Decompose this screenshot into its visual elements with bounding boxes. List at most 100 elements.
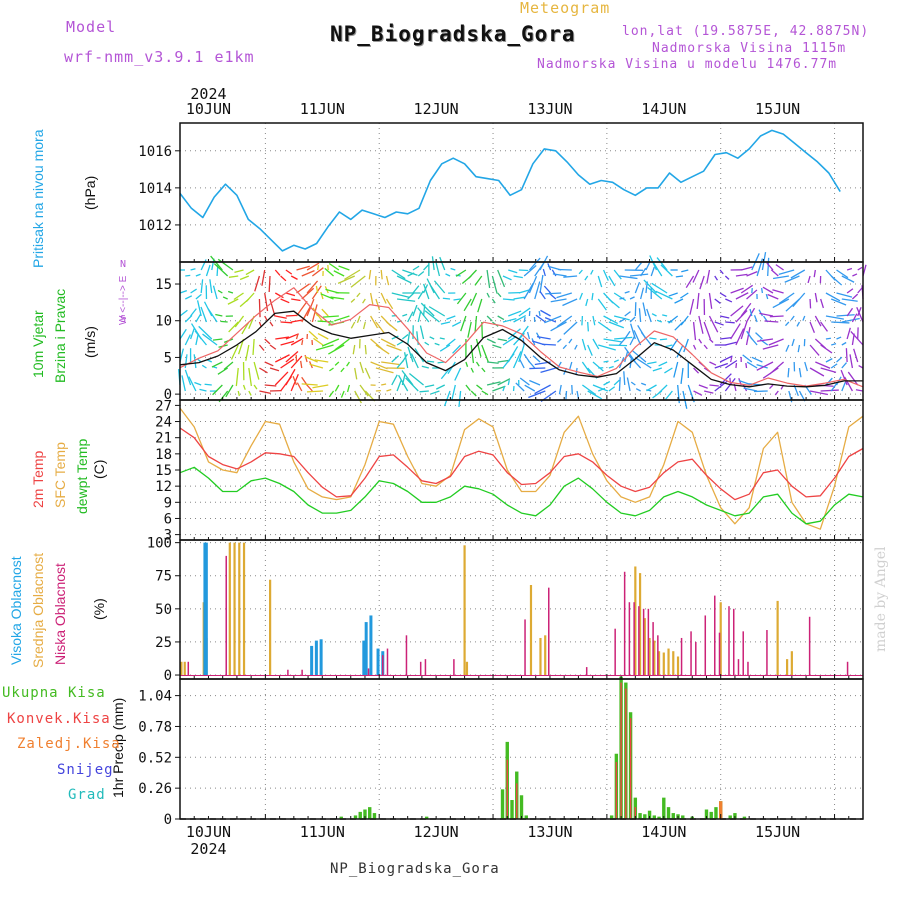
x-tick-label: 12JUN (414, 823, 459, 841)
cloud-low-bar (633, 602, 635, 676)
wind-arrow (445, 338, 456, 347)
wind-arrow (719, 315, 730, 319)
wind-arrow (205, 264, 211, 277)
wind-unit: (m/s) (82, 326, 98, 358)
cloud-high-bar (376, 648, 380, 676)
wind-arrow (693, 390, 703, 396)
wind-arrow (275, 354, 290, 363)
wind-arrow (211, 361, 223, 368)
wind-arrow (359, 384, 369, 397)
wind-arrow (316, 314, 324, 323)
wind-arrow (455, 269, 467, 277)
wind-arrow (443, 390, 451, 407)
wind-arrow (385, 298, 394, 310)
wind-arrow (846, 267, 853, 271)
wind-arrow (619, 317, 627, 323)
y-tick-label: 0.26 (138, 781, 172, 797)
wind-arrow (624, 330, 631, 340)
wind-arrow (746, 330, 753, 340)
precip-total-bar (662, 797, 666, 819)
wind-arrow (591, 292, 594, 301)
wind-arrow (725, 321, 735, 324)
wind-arrow (579, 292, 583, 300)
cloud-low-bar (367, 668, 370, 676)
cloud-mid-bar (790, 651, 793, 676)
precip-frz-bar (719, 801, 723, 819)
x-tick-label: 11JUN (300, 100, 345, 118)
y-tick-label: 0.78 (138, 719, 172, 735)
wind-arrow (804, 361, 808, 372)
dewpt-temp-line (179, 466, 864, 525)
wind-arrow (350, 275, 366, 288)
wind-arrow (396, 340, 404, 346)
wind-arrow (608, 298, 620, 309)
wind-arrow (529, 379, 541, 386)
wind-arrow (275, 336, 290, 340)
wind-arrow (412, 285, 420, 294)
wind-arrow (729, 377, 732, 386)
wind-arrow (550, 298, 567, 303)
wind-arrow (334, 315, 350, 322)
wind-arrow (756, 363, 768, 369)
wind-arrow (534, 384, 551, 395)
wind-arrow (264, 361, 274, 367)
wind-arrow (740, 284, 754, 294)
wind-arrow (662, 314, 668, 317)
wind-arrow (751, 356, 763, 363)
wind-arrow (407, 292, 415, 300)
wind-arrow (578, 269, 583, 275)
cloud-mid-bar (463, 545, 466, 676)
wind-arrow (305, 383, 313, 392)
wind-arrow (450, 267, 456, 271)
cloud-low-bar (623, 571, 626, 676)
y-tick-label: 3 (164, 528, 172, 544)
pressure-line (179, 129, 841, 252)
wind-arrow (539, 255, 549, 271)
cloud-label-high: Visoka Oblacnost (8, 556, 24, 665)
wind-arrow (853, 348, 859, 363)
wind-arrow (225, 384, 234, 398)
wind-arrow (825, 315, 844, 320)
wind-arrow (405, 377, 419, 392)
wind-arrow (519, 377, 530, 386)
wind-arrow (456, 292, 467, 305)
wind-arrow (507, 379, 510, 386)
wind-arrow (497, 378, 511, 386)
wind-arrow (285, 368, 296, 386)
wind-arrow (815, 361, 831, 369)
wind-arrow (630, 323, 636, 340)
cloud-mid-bar (719, 602, 722, 676)
cloud-mid-bar (653, 640, 656, 676)
wind-arrow (431, 256, 435, 271)
wind-arrow (526, 331, 531, 340)
wind-arrow (772, 275, 789, 280)
y-tick-label: 1014 (138, 181, 172, 197)
legend-snow: Snijeg (57, 762, 114, 778)
y-tick-label: 0 (164, 387, 172, 403)
wind-arrow (338, 265, 350, 271)
wind-arrow (228, 321, 239, 333)
wind-arrow (675, 275, 684, 278)
cloud-low-bar (742, 631, 744, 676)
wind-arrow (213, 263, 229, 277)
cloud-low-bar (225, 555, 227, 676)
cloud-mid-bar (634, 566, 637, 676)
wind-arrow (492, 385, 506, 392)
wind-arrow (407, 272, 415, 277)
wind-arrow (535, 314, 546, 323)
wind-arrow (481, 367, 486, 373)
wind-arrow (285, 351, 299, 363)
wind-arrow (820, 344, 833, 354)
cloud-low-bar (808, 616, 811, 676)
wind-arrow (742, 354, 753, 363)
wind-arrow (190, 268, 196, 271)
wind-arrow (539, 290, 546, 300)
cloud-low-bar (732, 608, 735, 676)
wind-arrow (491, 298, 496, 304)
wind-arrow (536, 335, 551, 340)
cloud-low-bar (187, 661, 190, 676)
y-tick-label: 27 (155, 398, 172, 414)
wind-arrow (439, 337, 445, 340)
wind-arrow (290, 275, 298, 280)
cloud-low-bar (638, 606, 640, 676)
